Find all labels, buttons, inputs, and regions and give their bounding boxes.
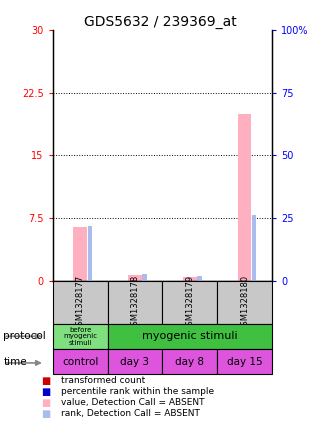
Bar xyxy=(53,281,108,324)
Bar xyxy=(73,227,87,281)
Text: value, Detection Call = ABSENT: value, Detection Call = ABSENT xyxy=(61,398,204,407)
Bar xyxy=(53,324,108,349)
Text: ■: ■ xyxy=(42,409,51,419)
Bar xyxy=(217,281,272,324)
Text: GSM1328178: GSM1328178 xyxy=(131,275,140,330)
Text: day 8: day 8 xyxy=(175,357,204,367)
Text: myogenic stimuli: myogenic stimuli xyxy=(142,331,238,341)
Text: transformed count: transformed count xyxy=(61,376,145,385)
Text: ■: ■ xyxy=(42,398,51,408)
Text: ■: ■ xyxy=(42,387,51,397)
Text: before
myogenic
stimuli: before myogenic stimuli xyxy=(63,327,97,346)
Text: GDS5632 / 239369_at: GDS5632 / 239369_at xyxy=(84,15,236,29)
Text: GSM1328180: GSM1328180 xyxy=(240,275,249,330)
Text: ■: ■ xyxy=(42,376,51,386)
Text: percentile rank within the sample: percentile rank within the sample xyxy=(61,387,214,396)
Bar xyxy=(53,349,108,374)
Text: GSM1328177: GSM1328177 xyxy=(76,275,85,330)
Bar xyxy=(142,274,147,281)
Bar xyxy=(108,281,162,324)
Bar xyxy=(217,349,272,374)
Bar xyxy=(252,214,256,281)
Text: control: control xyxy=(62,357,98,367)
Text: GSM1328179: GSM1328179 xyxy=(185,275,194,330)
Text: day 3: day 3 xyxy=(121,357,149,367)
Text: time: time xyxy=(3,357,27,367)
Text: rank, Detection Call = ABSENT: rank, Detection Call = ABSENT xyxy=(61,409,200,418)
Text: protocol: protocol xyxy=(3,331,46,341)
Bar xyxy=(128,275,142,281)
Bar xyxy=(163,281,217,324)
Bar xyxy=(88,226,92,281)
Bar xyxy=(197,276,202,281)
Bar xyxy=(183,277,197,281)
Bar xyxy=(163,349,217,374)
Text: day 15: day 15 xyxy=(227,357,262,367)
Bar xyxy=(108,349,162,374)
Bar xyxy=(238,113,252,281)
Bar xyxy=(108,324,272,349)
